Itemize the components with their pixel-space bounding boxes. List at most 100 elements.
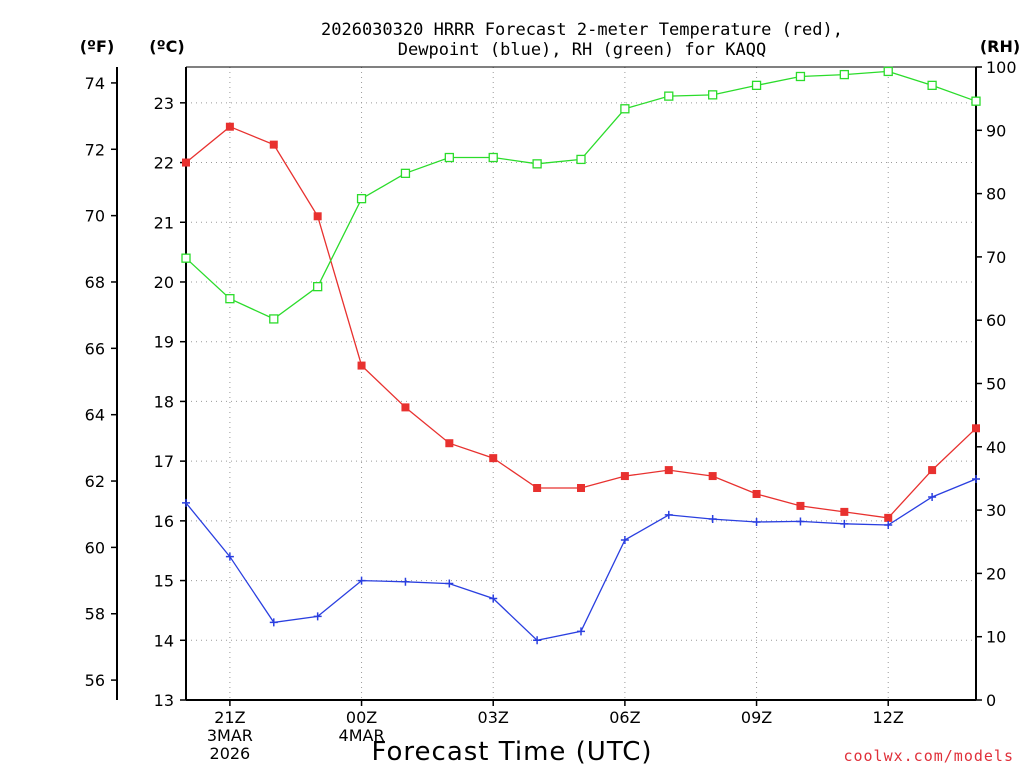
fahrenheit-tick-label: 64 — [85, 406, 105, 425]
temperature-point — [269, 140, 278, 149]
dewpoint-point — [445, 579, 454, 588]
dewpoint-point — [225, 552, 234, 561]
temperature-point — [972, 424, 980, 433]
celsius-tick-label: 18 — [154, 392, 174, 411]
celsius-tick-label: 14 — [154, 631, 174, 650]
rh-point — [620, 104, 630, 114]
rh-tick-label: 80 — [986, 185, 1006, 204]
temperature-point — [357, 361, 366, 370]
rh-point — [795, 71, 806, 82]
x-tick-label: 12Z — [873, 708, 904, 727]
celsius-tick-label: 20 — [154, 273, 174, 292]
fahrenheit-tick-label: 62 — [85, 472, 105, 491]
rh-tick-label: 50 — [986, 375, 1006, 394]
dewpoint-point — [269, 618, 278, 627]
rh-tick-label: 90 — [986, 121, 1006, 140]
fahrenheit-tick-label: 60 — [85, 538, 105, 557]
rh-point — [532, 159, 542, 169]
rh-tick-label: 100 — [986, 58, 1017, 77]
fahrenheit-unit-label: (ºF) — [80, 37, 115, 56]
celsius-tick-label: 16 — [154, 512, 174, 531]
x-axis-title: Forecast Time (UTC) — [371, 737, 652, 767]
rh-point — [708, 90, 718, 100]
temperature-point — [182, 158, 190, 167]
rh-point — [576, 154, 586, 165]
rh-point — [971, 96, 981, 106]
x-tick-label: 09Z — [741, 708, 772, 727]
rh-point — [313, 282, 323, 292]
fahrenheit-tick-label: 70 — [85, 207, 105, 226]
data-series — [181, 66, 981, 645]
temperature-point — [796, 501, 805, 510]
temperature-point — [401, 403, 410, 412]
series-dewpoint — [182, 475, 980, 645]
fahrenheit-tick-label: 66 — [85, 339, 105, 358]
fahrenheit-tick-label: 74 — [85, 74, 105, 93]
x-tick-year-label: 2026 — [210, 744, 251, 763]
dewpoint-point — [664, 510, 673, 519]
temperature-point — [620, 472, 629, 481]
celsius-tick-label: 19 — [154, 333, 174, 352]
dewpoint-point — [620, 535, 629, 544]
fahrenheit-tick-label: 56 — [85, 671, 105, 690]
rh-tick-label: 60 — [986, 311, 1006, 330]
dewpoint-point — [708, 515, 717, 524]
x-tick-label: 06Z — [609, 708, 640, 727]
series-rh — [181, 66, 981, 324]
axes: 56 58 60 62 64 66 68 70 72 74 13 14 15 16 17 18 19 20 21 22… — [85, 58, 1017, 763]
rh-point — [400, 168, 411, 178]
temperature-point — [313, 212, 322, 221]
temperature-point — [225, 122, 234, 131]
rh-tick-label: 30 — [986, 501, 1006, 520]
dewpoint-point — [489, 594, 498, 603]
rh-point — [883, 66, 893, 77]
temperature-point — [533, 484, 542, 493]
x-tick-date-label: 3MAR — [207, 726, 253, 745]
dewpoint-point — [928, 492, 937, 501]
dewpoint-point — [313, 612, 322, 621]
rh-point — [444, 152, 454, 163]
x-tick-date-label: 4MAR — [339, 726, 385, 745]
temperature-point — [489, 454, 498, 463]
dewpoint-point — [972, 475, 980, 484]
rh-tick-label: 10 — [986, 628, 1006, 647]
celsius-tick-label: 22 — [154, 154, 174, 173]
rh-point — [488, 152, 498, 163]
dewpoint-point — [401, 577, 410, 586]
rh-point — [356, 194, 367, 204]
temperature-point — [445, 439, 454, 448]
fahrenheit-tick-label: 68 — [85, 273, 105, 292]
celsius-tick-label: 17 — [154, 452, 174, 471]
temperature-point — [577, 484, 585, 493]
series-temperature — [182, 122, 980, 522]
celsius-unit-label: (ºC) — [149, 37, 184, 56]
fahrenheit-tick-label: 58 — [85, 605, 105, 624]
temperature-point — [840, 507, 849, 516]
temperature-point — [884, 513, 893, 522]
dewpoint-point — [796, 517, 805, 526]
rh-point — [181, 253, 191, 263]
x-tick-label: 00Z — [346, 708, 377, 727]
celsius-tick-label: 15 — [154, 572, 174, 591]
source-credit: coolwx.com/models — [843, 747, 1014, 765]
temperature-point — [708, 472, 717, 481]
rh-point — [927, 80, 937, 91]
rh-point — [225, 294, 235, 304]
rh-tick-label: 70 — [986, 248, 1006, 267]
dewpoint-point — [577, 627, 585, 636]
rh-point — [751, 80, 762, 91]
fahrenheit-tick-label: 72 — [85, 140, 105, 159]
celsius-tick-label: 23 — [154, 94, 174, 113]
dewpoint-point — [182, 498, 190, 507]
x-tick-label: 03Z — [478, 708, 509, 727]
chart-title-line-2: Dewpoint (blue), RH (green) for KAQQ — [398, 40, 766, 60]
dewpoint-point — [533, 636, 542, 645]
dewpoint-point — [752, 518, 761, 527]
temperature-point — [664, 466, 673, 475]
rh-unit-label: (RH) — [980, 37, 1020, 56]
dewpoint-point — [840, 519, 849, 528]
rh-point — [839, 69, 849, 80]
x-tick-label: 21Z — [214, 708, 245, 727]
